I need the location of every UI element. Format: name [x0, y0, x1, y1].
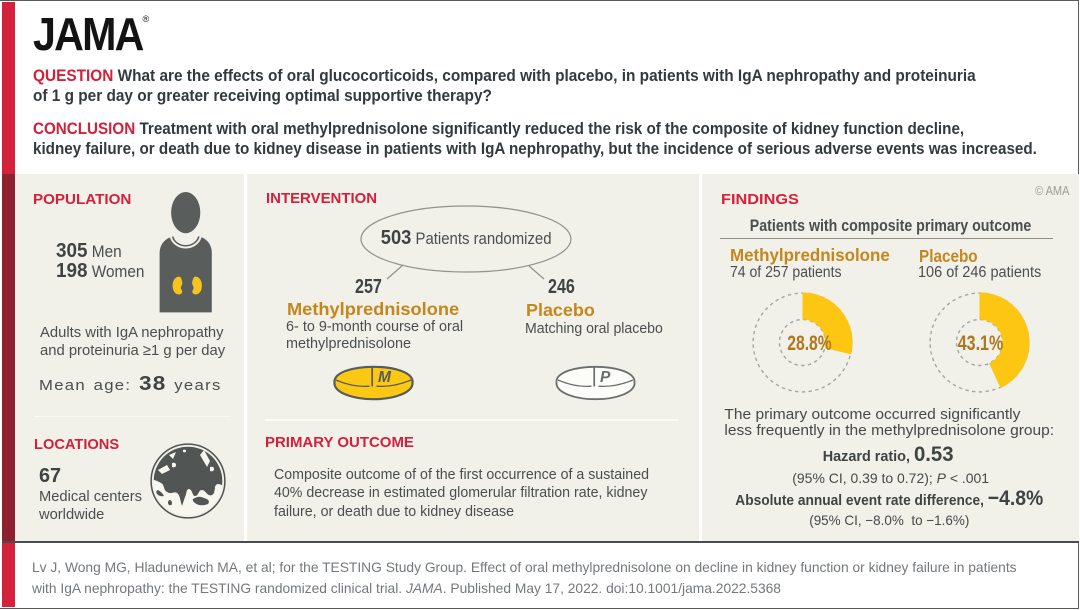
- svg-text:P: P: [600, 369, 611, 386]
- svg-text:M: M: [378, 369, 392, 386]
